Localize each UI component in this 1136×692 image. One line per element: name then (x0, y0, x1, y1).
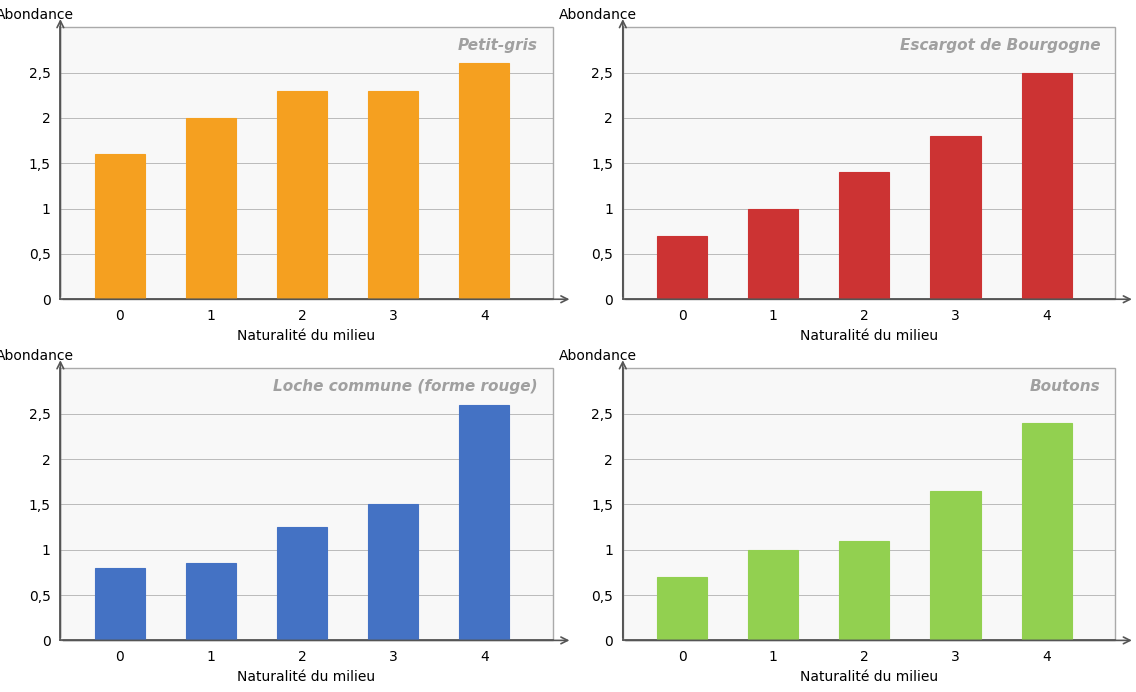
Bar (930, 491, 980, 640)
Text: Abondance: Abondance (0, 8, 74, 21)
Bar (749, 549, 799, 640)
Bar (657, 236, 707, 299)
Bar (60, 368, 552, 640)
Bar (840, 540, 889, 640)
Bar (368, 91, 418, 299)
Bar (185, 118, 236, 299)
Bar (277, 527, 327, 640)
Bar (94, 154, 144, 299)
X-axis label: Naturalité du milieu: Naturalité du milieu (237, 670, 376, 684)
Bar (623, 368, 1116, 640)
Bar (840, 172, 889, 299)
Text: Abondance: Abondance (559, 8, 637, 21)
Bar (657, 577, 707, 640)
Text: Escargot de Bourgogne: Escargot de Bourgogne (900, 38, 1101, 53)
Text: Abondance: Abondance (0, 349, 74, 363)
Bar (1021, 73, 1071, 299)
Bar (749, 208, 799, 299)
Text: Loche commune (forme rouge): Loche commune (forme rouge) (273, 379, 537, 394)
Bar (94, 568, 144, 640)
Bar (459, 405, 509, 640)
Bar (60, 27, 552, 299)
Bar (930, 136, 980, 299)
Bar (623, 27, 1116, 299)
Text: Boutons: Boutons (1029, 379, 1101, 394)
Bar (185, 563, 236, 640)
Bar (368, 504, 418, 640)
Text: Abondance: Abondance (559, 349, 637, 363)
X-axis label: Naturalité du milieu: Naturalité du milieu (800, 329, 938, 343)
Bar (277, 91, 327, 299)
Bar (459, 64, 509, 299)
Text: Petit-gris: Petit-gris (458, 38, 537, 53)
Bar (1021, 423, 1071, 640)
X-axis label: Naturalité du milieu: Naturalité du milieu (237, 329, 376, 343)
X-axis label: Naturalité du milieu: Naturalité du milieu (800, 670, 938, 684)
